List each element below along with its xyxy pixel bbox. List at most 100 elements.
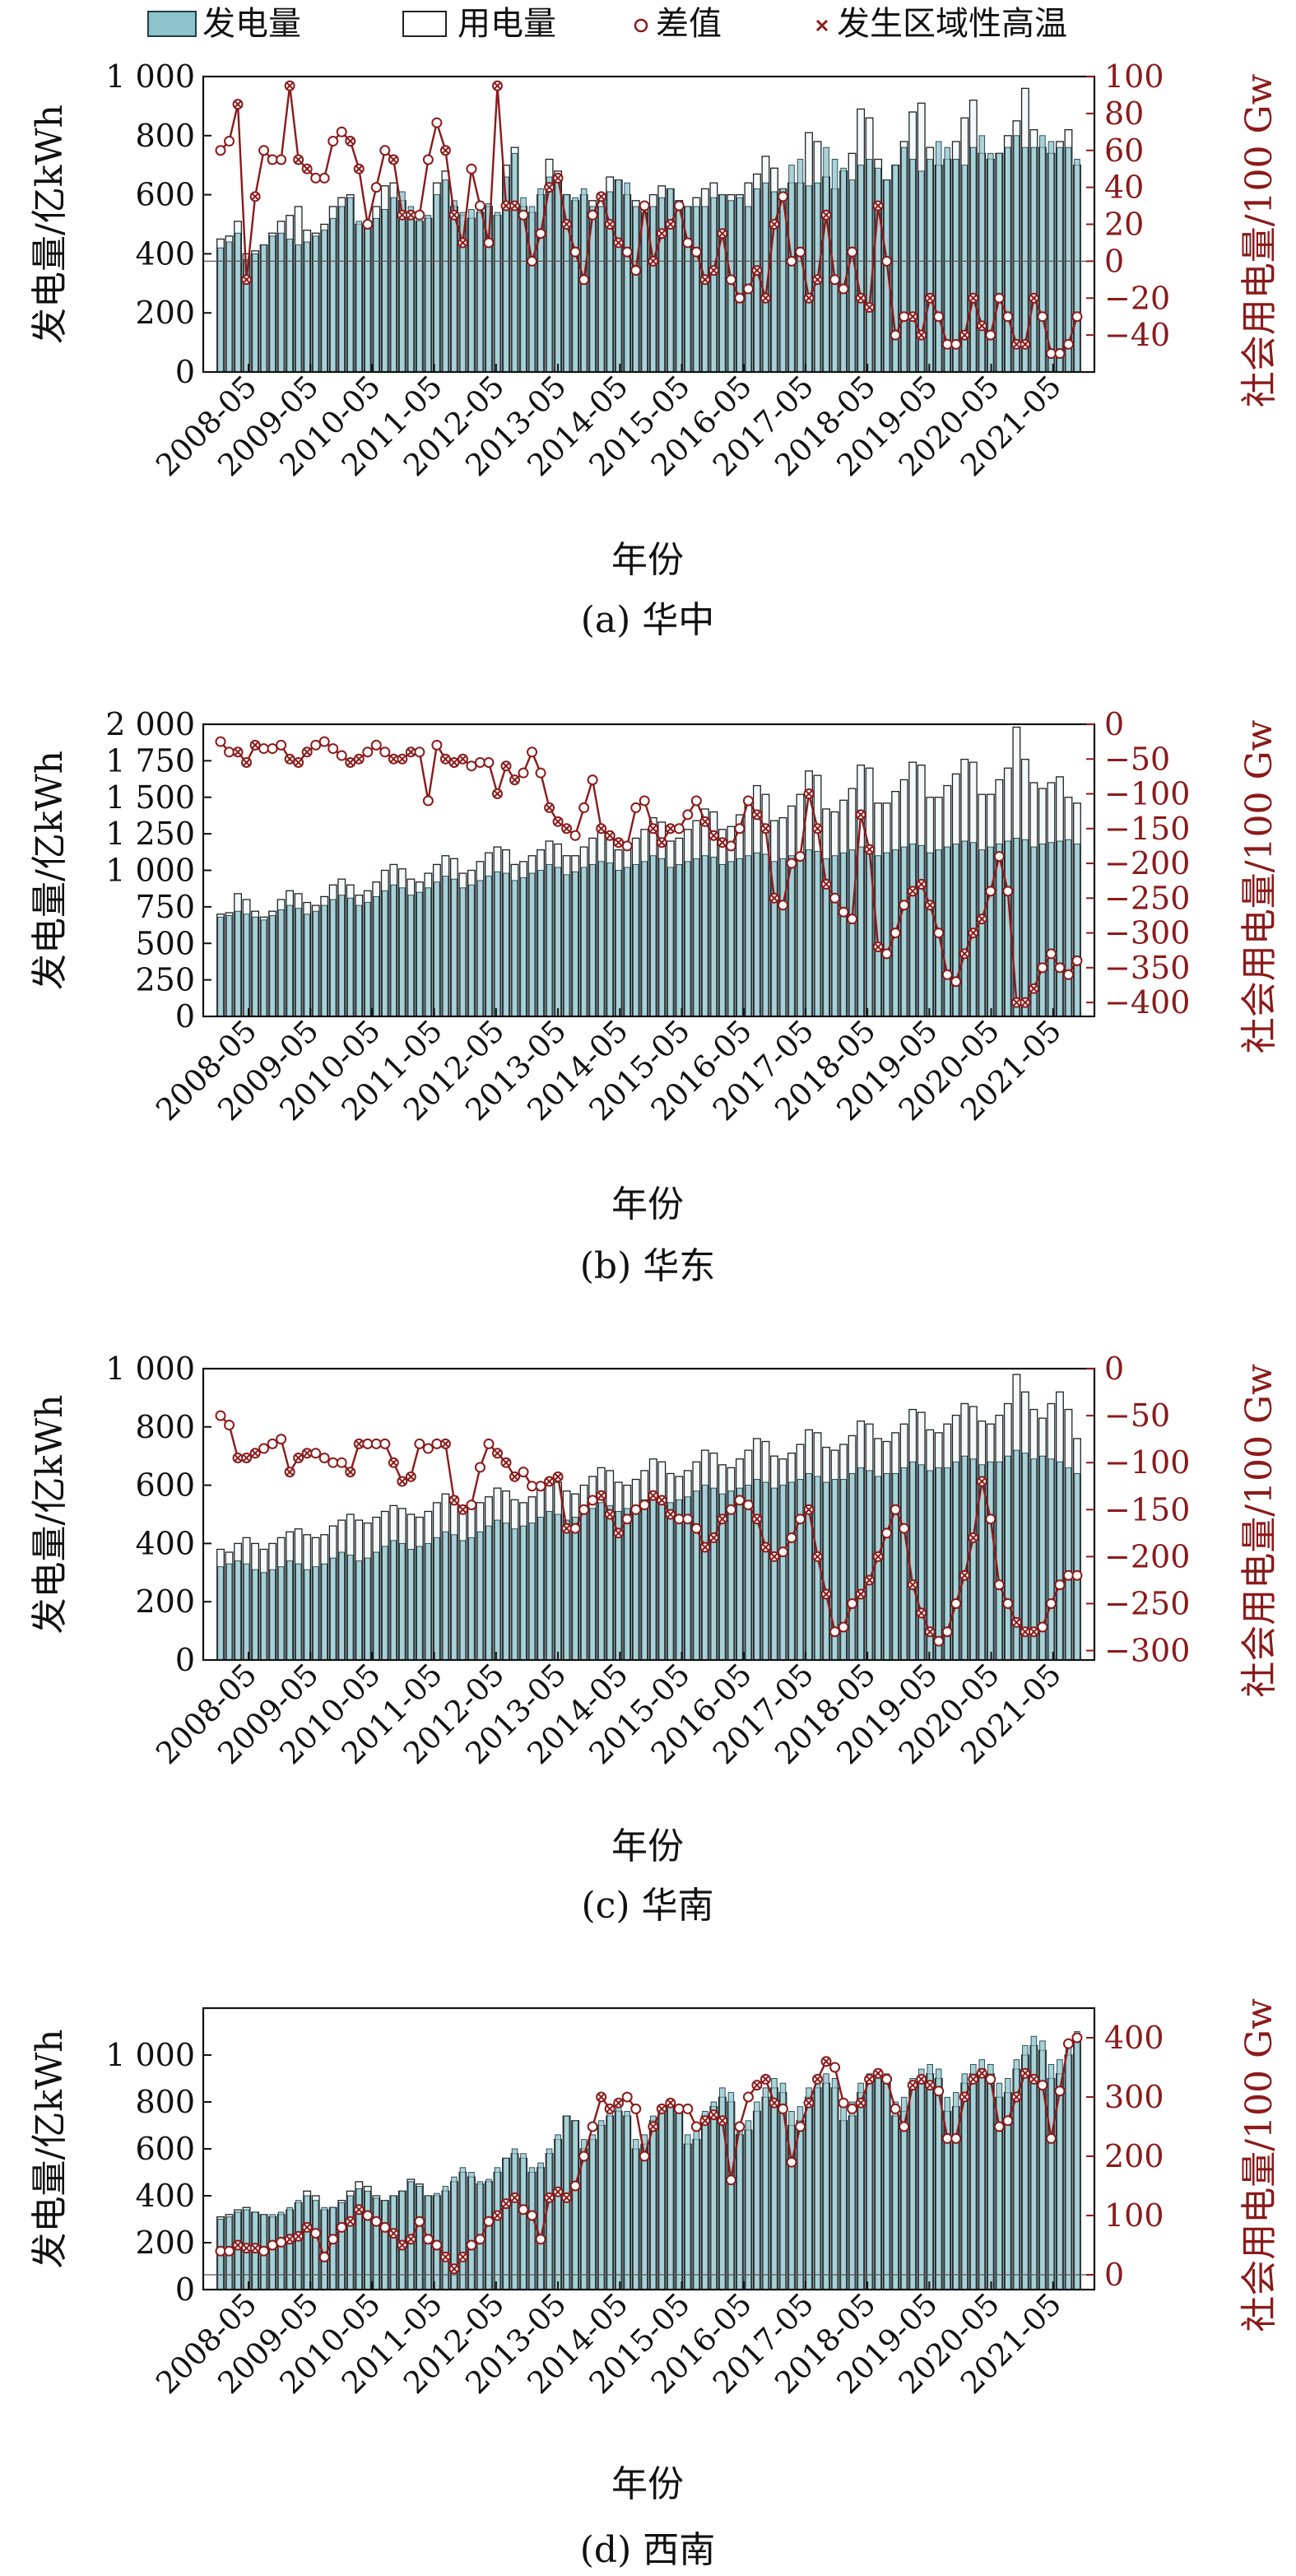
gen-bar [900,146,908,373]
gen-bar [961,840,969,1017]
diff-point [639,1500,650,1511]
diff-point [1037,962,1048,974]
diff-point [950,2132,962,2144]
diff-point [630,265,642,277]
heat-marker [303,747,312,756]
gen-bar [606,1504,613,1661]
gen-bar [442,876,449,1017]
diff-point [639,200,650,212]
gen-bar [329,899,337,1017]
gen-bar [494,212,501,373]
gen-bar [580,867,588,1017]
right-tick-label: −250 [1104,880,1190,916]
heat-marker [770,2099,778,2108]
gen-bar [407,895,415,1017]
right-tick-label: 0 [1104,706,1124,742]
diff-point [318,1452,330,1463]
legend-swatch-gen [147,11,197,37]
diff-point [527,255,538,267]
heat-marker [234,1453,242,1462]
diff-point [431,2239,443,2251]
gen-bar [823,2073,829,2290]
diff-points [215,80,1083,360]
heat-marker [753,810,761,819]
heat-marker [648,2123,657,2131]
heat-marker [234,2241,242,2249]
gen-bar [667,867,674,1017]
diff-point [327,1457,339,1468]
heat-marker [545,183,554,192]
diff-point [224,1420,235,1431]
heat-marker [718,229,727,238]
heat-marker [406,1472,416,1481]
gen-bar [355,1560,363,1661]
right-tick-label: 0 [1104,243,1124,279]
heat-marker [657,838,667,847]
diff-point [370,182,382,193]
gen-bar [1013,1449,1020,1661]
diff-point [362,2210,374,2221]
diff-point [690,2121,702,2132]
gen-bar [373,2197,380,2290]
gen-bar [814,2078,821,2290]
heat-marker [857,810,866,819]
gen-bar [286,904,293,1017]
diff-point [682,237,694,249]
gen-bar [555,1514,561,1661]
right-tick-label: −40 [1104,317,1170,353]
right-tick-label: −50 [1104,1397,1170,1434]
heat-marker [1020,340,1029,349]
heat-marker [450,211,458,220]
diff-point [474,1462,485,1473]
gen-bar [528,2167,536,2290]
diff-point [673,200,685,212]
diff-point [474,2234,485,2245]
diff-point [327,743,339,755]
heat-marker [761,294,770,303]
gen-bar [589,863,596,1017]
heat-markers [234,1439,1038,1636]
heat-marker [960,331,969,340]
heat-marker [389,156,398,164]
gen-bar [693,2129,700,2290]
diff-point [327,136,339,147]
heat-marker [397,2241,406,2249]
heat-marker [493,81,502,91]
diff-point [569,830,581,841]
heat-marker [397,755,406,764]
gen-bar [1030,146,1038,373]
gen-bar [416,2186,423,2290]
diff-point [276,1434,287,1445]
heat-marker [926,294,935,303]
gen-bar [927,2063,933,2290]
heat-marker [753,1514,761,1523]
diff-point [725,840,736,852]
diff-point [682,2103,694,2114]
diff-point [587,774,598,786]
diff-point [1062,2038,1074,2049]
diff-point [881,2073,893,2085]
gen-bar [338,2202,345,2290]
gen-bar [312,235,319,373]
diff-point [777,900,788,911]
diff-point [414,1438,425,1449]
heat-marker [606,1510,615,1518]
gen-bar [676,863,683,1017]
gen-bar [961,1455,969,1661]
gen-bar [624,1508,630,1661]
gen-bar [685,2134,691,2290]
right-tick-label: −150 [1104,1491,1190,1527]
heat-marker [502,2199,510,2208]
gen-bar [346,2195,354,2290]
heat-marker [718,2116,727,2125]
left-tick-label: 1 000 [105,1351,195,1387]
gen-bar [848,2101,856,2290]
diff-point [795,1514,806,1525]
gen-bar [277,2211,285,2290]
diff-point [336,1457,347,1468]
heat-marker [770,220,778,229]
gen-bar [555,182,561,373]
diff-point [587,2121,598,2132]
diff-point [1062,969,1074,980]
gen-bar [632,863,639,1017]
